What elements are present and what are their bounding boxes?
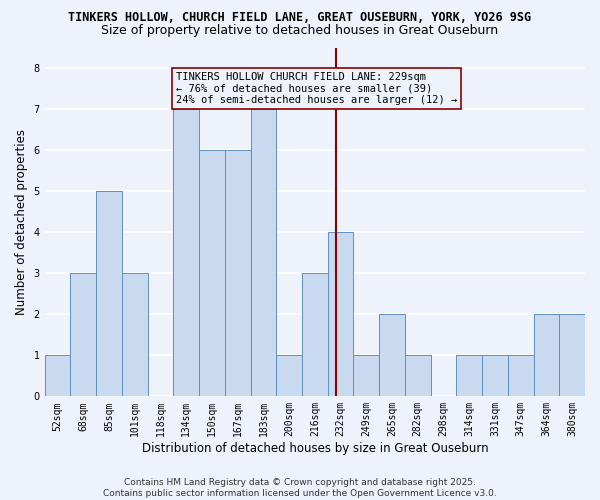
Bar <box>96 191 122 396</box>
Bar <box>508 356 533 397</box>
Text: Contains HM Land Registry data © Crown copyright and database right 2025.
Contai: Contains HM Land Registry data © Crown c… <box>103 478 497 498</box>
Bar <box>173 109 199 397</box>
Bar <box>251 109 276 397</box>
Bar <box>533 314 559 396</box>
Bar <box>122 273 148 396</box>
Bar <box>199 150 225 396</box>
Bar <box>559 314 585 396</box>
Bar <box>353 356 379 397</box>
Y-axis label: Number of detached properties: Number of detached properties <box>15 129 28 315</box>
Bar <box>276 356 302 397</box>
Bar <box>379 314 405 396</box>
Bar <box>328 232 353 396</box>
Text: TINKERS HOLLOW CHURCH FIELD LANE: 229sqm
← 76% of detached houses are smaller (3: TINKERS HOLLOW CHURCH FIELD LANE: 229sqm… <box>176 72 457 106</box>
Text: Size of property relative to detached houses in Great Ouseburn: Size of property relative to detached ho… <box>101 24 499 37</box>
Bar <box>405 356 431 397</box>
X-axis label: Distribution of detached houses by size in Great Ouseburn: Distribution of detached houses by size … <box>142 442 488 455</box>
Bar <box>457 356 482 397</box>
Bar <box>70 273 96 396</box>
Bar <box>482 356 508 397</box>
Text: TINKERS HOLLOW, CHURCH FIELD LANE, GREAT OUSEBURN, YORK, YO26 9SG: TINKERS HOLLOW, CHURCH FIELD LANE, GREAT… <box>68 11 532 24</box>
Bar <box>302 273 328 396</box>
Bar <box>44 356 70 397</box>
Bar <box>225 150 251 396</box>
